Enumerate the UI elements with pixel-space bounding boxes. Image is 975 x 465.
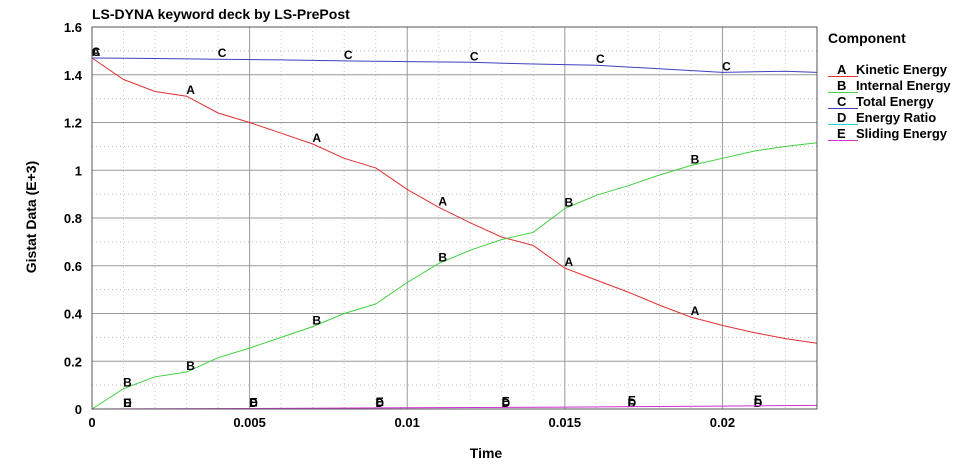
total-energy-marker: C <box>344 48 353 62</box>
sliding-energy-marker: E <box>250 396 258 410</box>
y-tick-label: 0.4 <box>64 307 83 322</box>
x-tick-label: 0.005 <box>233 415 266 430</box>
sliding-energy-marker: E <box>376 395 384 409</box>
energy-ratio-marker: D <box>375 396 384 410</box>
plot-frame <box>91 26 818 410</box>
total-energy-marker: C <box>470 49 479 63</box>
legend-item-internal-energy: B Internal Energy <box>828 78 973 94</box>
total-energy-line <box>91 57 818 73</box>
energy-ratio-marker: D <box>249 396 258 410</box>
sliding-energy-marker: E <box>628 394 636 408</box>
legend-letter: E <box>837 126 846 141</box>
legend-letter: C <box>837 94 847 109</box>
sliding-energy-marker: E <box>502 394 510 408</box>
sliding-energy-line <box>91 404 818 410</box>
kinetic-energy-line <box>91 57 818 344</box>
x-tick-label: 0.01 <box>395 415 420 430</box>
legend-title: Component <box>828 30 906 46</box>
legend-swatch <box>828 92 858 93</box>
energy-ratio-marker: D <box>123 396 132 410</box>
legend-label: Kinetic Energy <box>856 62 948 77</box>
internal-energy-marker: B <box>691 152 700 166</box>
legend-item-sliding-energy: E Sliding Energy <box>828 126 973 142</box>
internal-energy-marker: B <box>186 359 195 373</box>
internal-energy-marker: B <box>564 195 573 209</box>
x-axis-label: Time <box>470 445 503 461</box>
energy-ratio-marker: D <box>501 396 510 410</box>
kinetic-energy-marker: A <box>92 45 101 59</box>
kinetic-energy-marker: A <box>691 304 700 318</box>
legend-label: Internal Energy <box>856 78 951 93</box>
x-tick-label: 0.02 <box>710 415 735 430</box>
y-tick-label: 1.4 <box>64 68 83 83</box>
total-energy-marker: C <box>722 59 731 73</box>
x-tick-label: 0.015 <box>549 415 582 430</box>
legend-swatch <box>828 76 858 77</box>
sliding-energy-marker: E <box>124 396 132 410</box>
legend-label: Sliding Energy <box>856 126 948 141</box>
y-tick-label: 1.6 <box>64 20 82 35</box>
kinetic-energy-marker: A <box>438 194 447 208</box>
y-tick-label: 1 <box>75 163 82 178</box>
grid <box>91 26 817 410</box>
y-tick-label: 0.2 <box>64 354 82 369</box>
internal-energy-marker: B <box>123 376 132 390</box>
total-energy-marker: C <box>92 45 101 59</box>
legend-item-energy-ratio: D Energy Ratio <box>828 110 973 126</box>
y-axis-label: Gistat Data (E+3) <box>23 161 39 273</box>
kinetic-energy-marker: A <box>564 255 573 269</box>
legend-swatch <box>828 124 858 125</box>
axes: 0 0.2 0.4 0.6 0.8 1 1.2 1.4 1.6 0 0.005 0.01 0.015 0.… <box>64 20 818 430</box>
energy-ratio-marker: D <box>754 396 763 410</box>
internal-energy-marker: B <box>312 314 321 328</box>
legend-swatch <box>828 140 858 141</box>
kinetic-energy-marker: A <box>186 83 195 97</box>
chart-title: LS-DYNA keyword deck by LS-PrePost <box>92 6 350 22</box>
legend-label: Total Energy <box>856 94 934 109</box>
legend-letter: A <box>837 62 847 77</box>
internal-energy-marker: B <box>438 250 447 264</box>
internal-energy-line <box>91 142 818 410</box>
legend-letter: D <box>837 110 847 125</box>
y-tick-label: 0.6 <box>64 259 82 274</box>
kinetic-energy-marker: A <box>312 131 321 145</box>
legend-label: Energy Ratio <box>856 110 937 125</box>
total-energy-marker: C <box>218 46 227 60</box>
x-tick-label: 0 <box>88 415 95 430</box>
legend-item-kinetic-energy: A Kinetic Energy <box>828 62 973 78</box>
total-energy-marker: C <box>596 52 605 66</box>
energy-ratio-marker: D <box>628 396 637 410</box>
legend-swatch <box>828 108 858 109</box>
y-tick-label: 1.2 <box>64 116 82 131</box>
sliding-energy-marker: E <box>754 393 762 407</box>
y-tick-label: 0.8 <box>64 211 82 226</box>
legend-item-total-energy: C Total Energy <box>828 94 973 110</box>
legend-letter: B <box>837 78 847 93</box>
y-tick-label: 0 <box>75 402 82 417</box>
